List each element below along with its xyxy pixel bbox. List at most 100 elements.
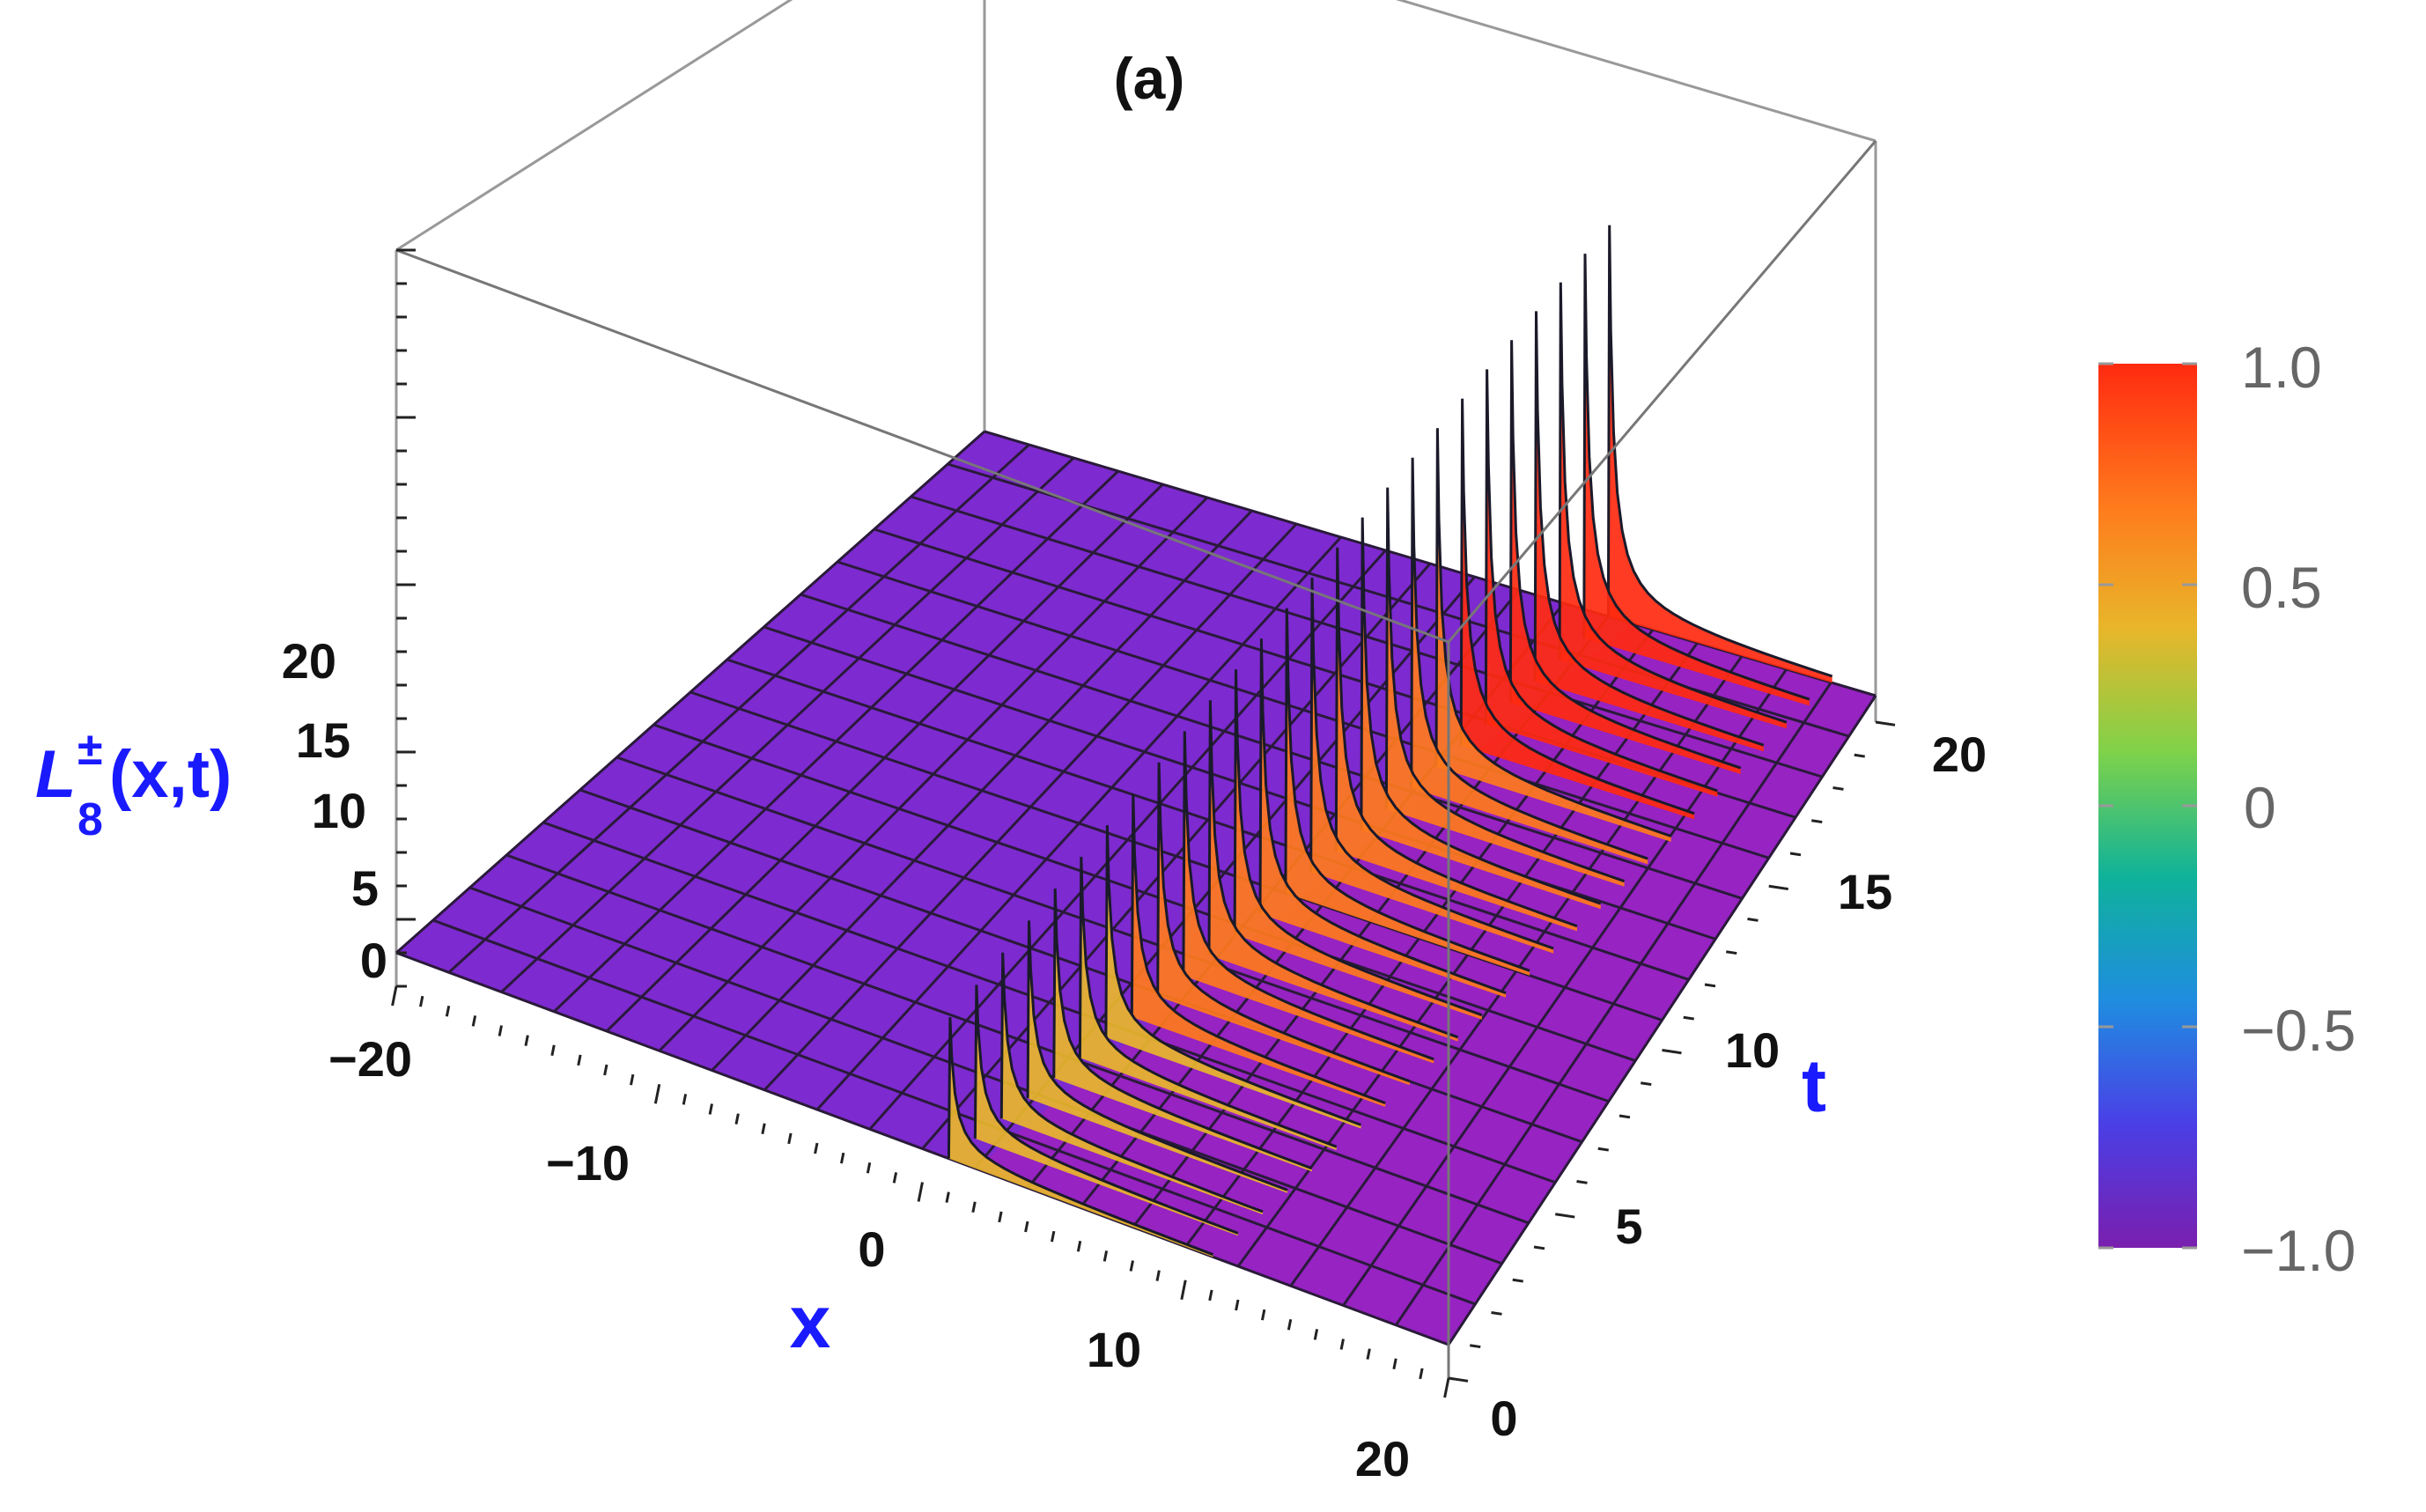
z-tick-label: 5 (351, 860, 379, 916)
t-tick (1811, 819, 1823, 824)
x-tick (653, 1083, 661, 1104)
t-tick-label: 10 (1725, 1022, 1780, 1078)
t-tick (1747, 918, 1759, 922)
spike-ridge (999, 952, 1264, 1213)
spike-slice (1608, 225, 1832, 683)
grid-line-t (505, 853, 1530, 1225)
t-tick (1683, 1015, 1694, 1021)
spike-ridge (1052, 889, 1313, 1170)
spike-slice (1132, 793, 1386, 1107)
t-tick-label: 5 (1615, 1199, 1642, 1254)
colorbar-ticks (2098, 362, 2197, 1250)
t-tick-label: 0 (1490, 1390, 1517, 1446)
spike-ridge (1182, 731, 1434, 1061)
x-tick (524, 1035, 529, 1046)
spike-ridge (1078, 856, 1338, 1148)
t-tick (1662, 1049, 1682, 1055)
spike-ridge (1582, 254, 1810, 701)
x-tick (445, 1005, 451, 1017)
x-tick (1155, 1270, 1161, 1281)
t-axis-label: t (1802, 1044, 1826, 1127)
t-tick-label: 15 (1838, 864, 1892, 919)
x-tick (1392, 1358, 1397, 1370)
x-tick (998, 1211, 1003, 1223)
grid-line-t (653, 723, 1636, 1062)
x-tick (1180, 1280, 1187, 1301)
spike-ridge (1233, 669, 1483, 1017)
grid-line-t (911, 495, 1823, 778)
t-tick (1491, 1311, 1502, 1316)
x-tick (1129, 1260, 1134, 1272)
t-tick (1512, 1278, 1523, 1283)
x-tick (577, 1054, 582, 1066)
x-tick (708, 1103, 713, 1115)
x-tick (1443, 1377, 1450, 1398)
spike-slice (1080, 857, 1337, 1150)
spike-ridge (1558, 282, 1788, 724)
spike-ridge (1258, 638, 1507, 995)
z-tick-label: 10 (312, 783, 366, 838)
spike-ridge (1459, 398, 1695, 815)
spike-ridge (1156, 762, 1411, 1083)
spike-slice (1105, 825, 1361, 1129)
spike-ridge (1309, 578, 1554, 950)
x-tick (866, 1162, 872, 1174)
chart-title: (a) (1114, 46, 1185, 111)
axis-ticks (391, 248, 1896, 1398)
t-tick (1597, 1147, 1609, 1152)
spike-ridge (947, 1017, 1214, 1257)
x-tick (1051, 1230, 1056, 1243)
x-tick (1076, 1240, 1082, 1252)
spike-ridge (1410, 457, 1648, 860)
x-tick (787, 1132, 793, 1145)
t-tick (1470, 1344, 1481, 1349)
x-tick (1235, 1299, 1240, 1311)
t-tick (1641, 1081, 1652, 1087)
grid-line-t (542, 821, 1556, 1184)
x-tick (1287, 1318, 1293, 1331)
x-tick (840, 1152, 845, 1164)
t-tick (1875, 720, 1896, 726)
spike-ridge (1334, 547, 1578, 928)
x-tick (550, 1044, 556, 1057)
grid-line-t (726, 658, 1690, 981)
grid-line-t (800, 593, 1743, 900)
x-tick (630, 1073, 635, 1086)
colorbar (2098, 364, 2197, 1248)
t-tick (1832, 786, 1844, 791)
x-tick (498, 1025, 503, 1036)
z-tick-label: 15 (296, 712, 350, 768)
t-tick (1555, 1213, 1575, 1219)
x-axis-label: x (790, 1280, 831, 1363)
x-tick (1366, 1348, 1371, 1360)
colorbar-tick-label: −0.5 (2241, 998, 2356, 1063)
spike-ridge (1484, 369, 1718, 793)
spike-ridge (1434, 428, 1672, 837)
x-tick-label: −20 (328, 1031, 412, 1087)
spike-ridge (1384, 487, 1626, 883)
x-tick-label: 20 (1355, 1431, 1410, 1486)
spike-ridge (1026, 920, 1288, 1191)
bounding-box-front (395, 140, 1877, 1378)
t-tick (1768, 884, 1788, 891)
grid-line-t (395, 951, 1449, 1346)
grid-line-t (837, 560, 1770, 859)
x-tick (971, 1201, 977, 1213)
x-tick (1313, 1329, 1319, 1340)
x-tick-label: 0 (858, 1221, 885, 1277)
t-tick (1854, 753, 1865, 758)
x-tick (892, 1172, 898, 1184)
x-tick (603, 1064, 608, 1076)
colorbar-tick-label: 0.5 (2241, 555, 2322, 620)
spike-ridge (973, 985, 1239, 1235)
x-tick (761, 1123, 766, 1135)
grid-line-t (689, 690, 1663, 1022)
x-tick (1261, 1309, 1266, 1321)
z-axis-label-args: (x,t) (109, 737, 232, 812)
x-tick (1419, 1368, 1424, 1380)
z-axis-label: L (35, 737, 76, 812)
t-tick (1533, 1245, 1545, 1250)
x-tick (1102, 1250, 1109, 1262)
spike-ridge (1533, 311, 1765, 747)
